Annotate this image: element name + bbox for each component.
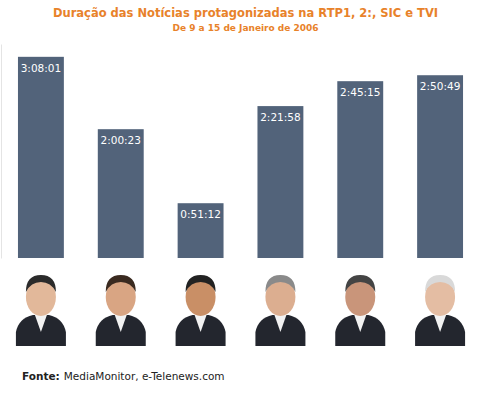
title: Duração das Notícias protagonizadas na R… — [53, 6, 438, 20]
y-axis-line — [1, 45, 2, 259]
data-label: 2:00:23 — [101, 134, 141, 146]
source: Fonte: MediaMonitor, e-Telenews.com — [22, 370, 225, 382]
bars — [18, 57, 463, 258]
x-axis — [2, 258, 481, 260]
portrait — [415, 275, 465, 346]
bar — [337, 81, 383, 258]
portrait-suit — [255, 315, 305, 346]
portrait-shirt — [434, 315, 446, 332]
portrait-hair — [345, 275, 375, 292]
portrait — [255, 275, 305, 346]
portrait — [176, 275, 226, 346]
portrait — [16, 275, 66, 346]
portrait — [96, 275, 146, 346]
portrait-shirt — [274, 315, 286, 332]
portraits — [16, 275, 465, 346]
portrait-shirt — [354, 315, 366, 332]
data-label: 2:45:15 — [340, 86, 380, 98]
x-axis-line — [2, 258, 481, 259]
portrait-hair — [106, 275, 136, 292]
source-text: MediaMonitor, e-Telenews.com — [64, 370, 225, 382]
y-axis — [1, 45, 2, 259]
portrait — [335, 275, 385, 346]
source-label: Fonte: — [22, 370, 60, 382]
data-labels: 3:08:01 2:00:23 0:51:12 2:21:58 2:45:15 2:50:… — [21, 62, 461, 220]
portrait-suit — [176, 315, 226, 346]
portrait-shirt — [195, 315, 207, 332]
chart: Duração das Notícias protagonizadas na R… — [0, 0, 491, 394]
data-label: 3:08:01 — [21, 62, 61, 74]
portrait-hair — [186, 275, 216, 292]
data-label: 2:21:58 — [260, 111, 300, 123]
bar — [257, 106, 303, 258]
bar — [417, 75, 463, 258]
data-label: 2:50:49 — [420, 80, 460, 92]
data-label: 0:51:12 — [180, 208, 220, 220]
portrait-hair — [26, 275, 56, 292]
portrait-hair — [425, 275, 455, 292]
portrait-suit — [16, 315, 66, 346]
subtitle: De 9 a 15 de Janeiro de 2006 — [172, 23, 318, 33]
portrait-shirt — [35, 315, 47, 332]
portrait-suit — [96, 315, 146, 346]
portrait-hair — [265, 275, 295, 292]
portrait-shirt — [115, 315, 127, 332]
bar — [178, 203, 224, 258]
portrait-suit — [415, 315, 465, 346]
bar — [18, 57, 64, 258]
bar — [98, 129, 144, 258]
portrait-suit — [335, 315, 385, 346]
